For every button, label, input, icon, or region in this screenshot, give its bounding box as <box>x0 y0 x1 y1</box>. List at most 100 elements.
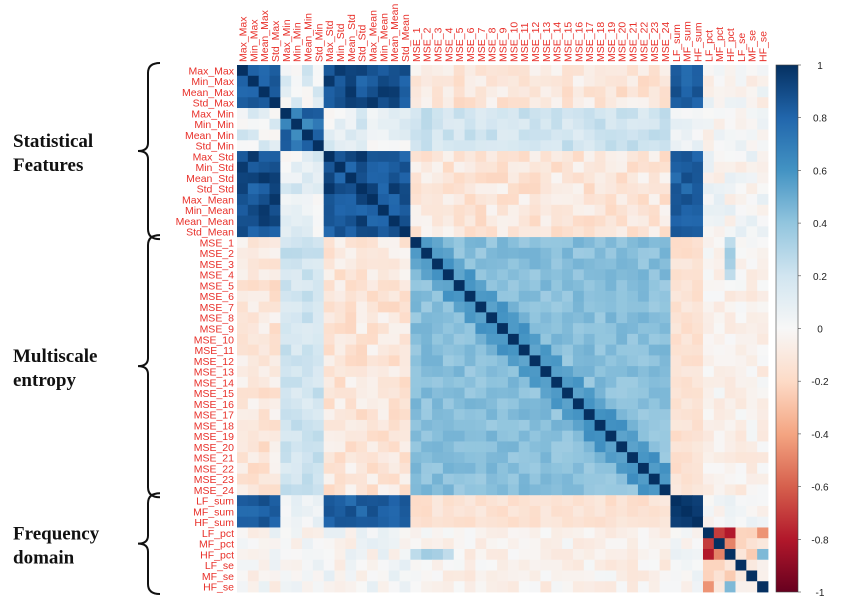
heatmap-cell <box>345 215 357 227</box>
heatmap-cell <box>356 484 368 496</box>
heatmap-cell <box>518 376 530 389</box>
heatmap-cell <box>269 570 281 582</box>
heatmap-cell <box>518 473 530 485</box>
heatmap-cell <box>269 344 281 356</box>
heatmap-cell <box>551 559 563 571</box>
heatmap-cell <box>280 151 292 163</box>
heatmap-cell <box>757 247 769 259</box>
heatmap-cell <box>681 290 693 303</box>
column-label: MSE_10 <box>508 22 520 62</box>
heatmap-cell <box>421 495 433 507</box>
heatmap-cell <box>237 215 249 227</box>
heatmap-cell <box>258 581 270 593</box>
heatmap-cell <box>312 409 325 421</box>
heatmap-cell <box>269 387 281 399</box>
heatmap-cell <box>692 118 704 130</box>
heatmap-cell <box>616 258 628 270</box>
heatmap-cell <box>529 344 541 356</box>
row-label: Mean_Std <box>186 173 234 185</box>
heatmap-cell <box>551 108 563 120</box>
heatmap-cell <box>410 387 422 399</box>
heatmap-cell <box>237 333 249 346</box>
heatmap-cell <box>432 226 444 238</box>
row-label: Min_Min <box>194 119 234 131</box>
heatmap-cell <box>323 527 335 539</box>
heatmap-cell <box>702 204 715 216</box>
heatmap-cell <box>757 473 769 485</box>
heatmap-cell <box>464 108 476 120</box>
heatmap-cell <box>269 215 281 227</box>
heatmap-cell <box>432 473 444 485</box>
heatmap-cell <box>670 172 682 184</box>
heatmap-cell <box>681 301 693 313</box>
heatmap-cell <box>345 484 357 496</box>
heatmap-cell <box>280 452 292 464</box>
heatmap-cell <box>323 570 335 582</box>
heatmap-cell <box>605 473 617 485</box>
heatmap-cell <box>237 312 249 324</box>
heatmap-cell <box>757 548 769 561</box>
heatmap-cell <box>410 140 422 152</box>
heatmap-cell <box>605 484 617 496</box>
heatmap-cell <box>507 97 520 109</box>
heatmap-cell <box>746 527 758 539</box>
heatmap-cell <box>681 312 693 324</box>
heatmap-cell <box>681 151 693 163</box>
heatmap-cell <box>713 366 726 378</box>
heatmap-cell <box>356 548 368 561</box>
heatmap-cell <box>486 387 498 399</box>
heatmap-cell <box>247 570 260 582</box>
heatmap-cell <box>237 118 249 130</box>
heatmap-cell <box>334 247 346 259</box>
heatmap-cell <box>583 462 596 475</box>
heatmap-cell <box>258 452 270 464</box>
heatmap-cell <box>453 527 465 539</box>
heatmap-cell <box>312 129 325 141</box>
heatmap-cell <box>291 398 303 410</box>
heatmap-cell <box>302 129 314 141</box>
heatmap-cell <box>746 430 758 442</box>
heatmap-cell <box>269 355 281 367</box>
heatmap-cell <box>681 430 693 442</box>
heatmap-cell <box>237 398 249 410</box>
heatmap-cell <box>627 75 639 87</box>
heatmap-cell <box>746 75 758 87</box>
heatmap-cell <box>258 280 270 292</box>
heatmap-cell <box>757 97 769 109</box>
heatmap-cell <box>302 355 314 367</box>
heatmap-cell <box>464 473 476 485</box>
heatmap-cell <box>616 194 628 206</box>
heatmap-cell <box>345 194 357 206</box>
heatmap-cell <box>497 161 509 173</box>
heatmap-cell <box>312 108 325 120</box>
heatmap-cell <box>692 151 704 163</box>
heatmap-cell <box>507 247 520 259</box>
heatmap-cell <box>442 527 455 539</box>
heatmap-cell <box>659 108 671 120</box>
heatmap-cell <box>356 183 368 195</box>
heatmap-cell <box>594 366 606 378</box>
heatmap-cell <box>713 484 726 496</box>
heatmap-cell <box>670 538 682 550</box>
heatmap-cell <box>757 333 769 346</box>
heatmap-cell <box>724 505 736 518</box>
heatmap-cell <box>507 548 520 561</box>
heatmap-cell <box>648 269 661 281</box>
heatmap-cell <box>627 473 639 485</box>
heatmap-cell <box>724 97 736 109</box>
heatmap-cell <box>258 473 270 485</box>
heatmap-cell <box>507 75 520 87</box>
heatmap-cell <box>356 387 368 399</box>
heatmap-cell <box>529 366 541 378</box>
heatmap-cell <box>486 215 498 227</box>
heatmap-cell <box>432 430 444 442</box>
heatmap-cell <box>583 376 596 389</box>
heatmap-cell <box>291 65 303 77</box>
heatmap-cell <box>551 441 563 453</box>
heatmap-cell <box>616 172 628 184</box>
heatmap-cell <box>367 516 379 528</box>
heatmap-cell <box>735 194 747 206</box>
heatmap-cell <box>681 333 693 346</box>
heatmap-cell <box>464 247 476 259</box>
heatmap-cell <box>399 376 411 389</box>
